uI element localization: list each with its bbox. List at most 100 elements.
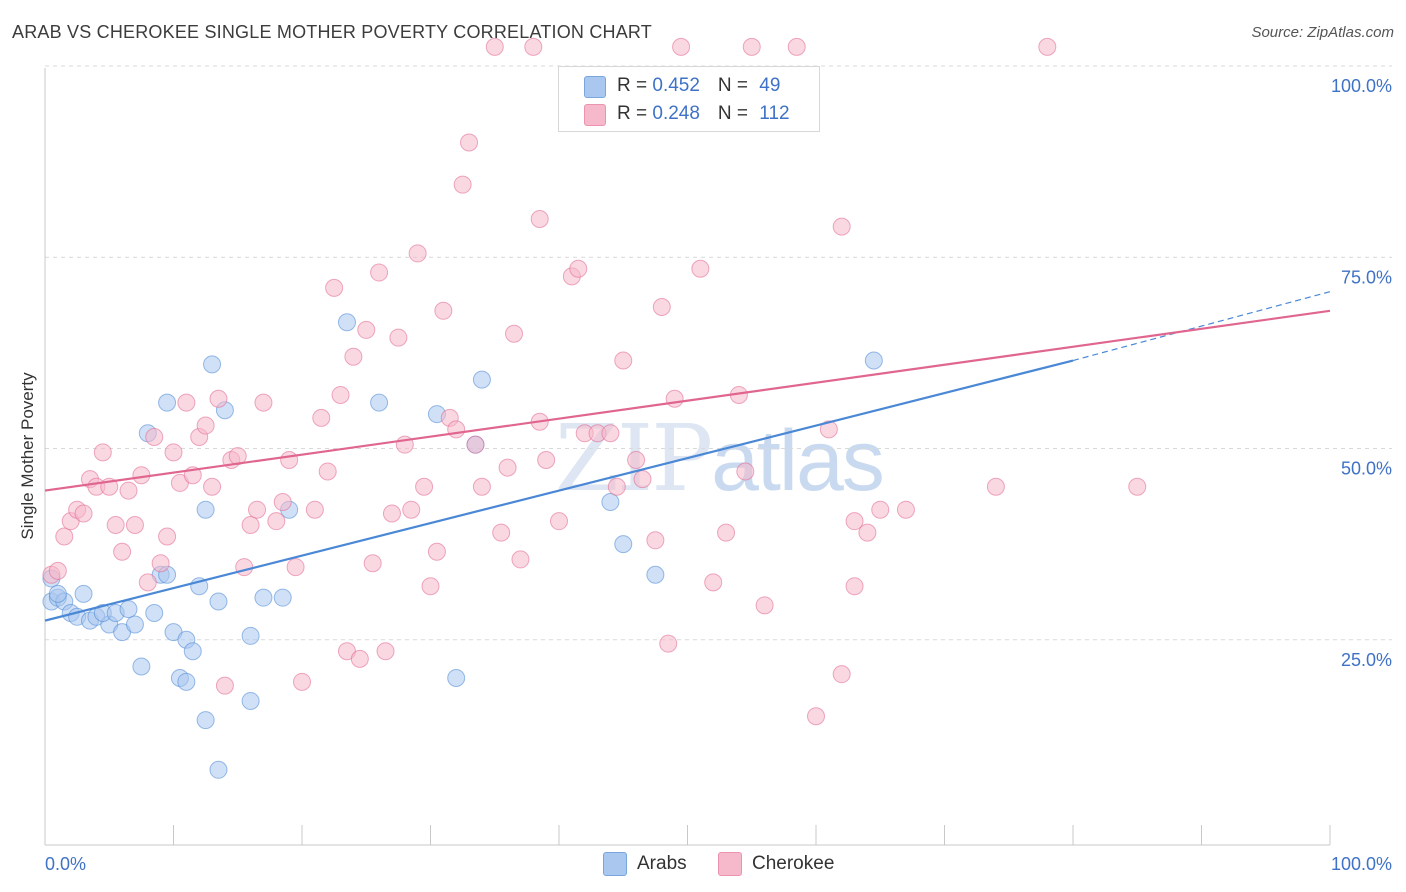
cherokee-point [659,634,678,653]
cherokee-point [511,550,530,569]
cherokee-point [819,420,838,439]
cherokee-point [807,707,825,726]
arabs-point [145,603,164,622]
cherokee-point [305,500,324,519]
arabs-point [337,313,356,332]
cherokee-point [350,649,369,668]
legend-item-arabs[interactable]: Arabs [603,852,687,876]
legend-row-arabs: R = 0.452 N = 49 [584,73,781,99]
cherokee-point [569,259,588,278]
cherokee-point [537,450,556,469]
arabs-point [254,588,273,607]
arabs-point [74,584,93,603]
correlation-legend: R = 0.452 N = 49 R = 0.248 N = 112 [558,66,820,132]
arabs-point [241,691,260,710]
arabs-point [119,600,138,619]
cherokee-point [48,561,67,580]
cherokee-point [312,408,331,427]
cherokee-point [145,428,164,447]
cherokee-trend-line [44,309,1331,492]
cherokee-point [601,424,620,443]
cherokee-point [633,470,652,489]
cherokee-point [742,37,761,56]
cherokee-point [209,389,228,408]
legend-r-value: 0.452 [652,75,700,96]
cherokee-point [254,393,273,412]
arabs-point [209,760,228,779]
cherokee-point [845,512,864,531]
cherokee-point [196,416,215,435]
cherokee-point [286,558,305,577]
tick-label-layer: 25.0% 50.0% 75.0% 100.0% 0.0% 100.0% [45,76,1392,874]
cherokee-point [498,458,517,477]
cherokee-point [704,573,723,592]
cherokee-point [177,393,196,412]
cherokee-point [717,523,736,542]
y-tick-label: 100.0% [1331,76,1392,96]
cherokee-point [151,554,170,573]
cherokee-point [986,477,1005,496]
cherokee-point [267,512,286,531]
cherokee-point [755,596,774,615]
arabs-point [177,672,196,691]
cherokee-point [331,385,350,404]
chart-title: ARAB VS CHEROKEE SINGLE MOTHER POVERTY C… [12,22,652,42]
grid-layer [45,65,1392,641]
arabs-point [472,370,491,389]
cherokee-point [138,573,157,592]
cherokee-point [415,477,434,496]
cherokee-point [472,477,491,496]
y-axis-label: Single Mother Poverty [18,372,37,540]
cherokee-point [235,558,254,577]
arabs-point [158,393,177,412]
cherokee-point [389,328,408,347]
legend-item-cherokee[interactable]: Cherokee [718,852,834,876]
cherokee-point [1038,37,1057,56]
legend-n-value: 49 [759,75,781,96]
arabs-point [196,711,215,730]
cherokee-point [1128,477,1147,496]
cherokee-point [74,504,93,523]
cherokee-point [845,577,864,596]
arabs-point [183,642,202,661]
cherokee-point [408,244,427,263]
x-tick-label: 100.0% [1331,854,1392,874]
legend-swatch-cherokee [718,852,742,876]
arabs-point [601,493,620,512]
cherokee-point [434,301,453,320]
cherokee-point [492,523,511,542]
cherokee-point [164,443,183,462]
cherokee-point [871,500,890,519]
cherokee-point [485,37,504,56]
arabs-point [447,669,466,687]
cherokee-point [427,542,446,561]
cherokee-point [466,435,485,454]
cherokee-point [665,389,684,408]
points-layer [42,37,1147,779]
cherokee-point [530,210,549,228]
cherokee-point [402,500,421,519]
cherokee-point [344,347,363,366]
cherokee-point [896,500,915,519]
cherokee-point [858,523,877,542]
cherokee-point [357,320,376,339]
cherokee-point [691,259,710,278]
cherokee-point [318,462,337,481]
cherokee-point [248,500,267,519]
arabs-point [614,535,633,554]
legend-n-label: N = [717,103,754,124]
y-tick-label: 75.0% [1341,267,1392,287]
cherokee-point [382,504,401,523]
legend-swatch-cherokee [584,104,606,126]
legend-label-cherokee: Cherokee [752,853,835,874]
cherokee-point [460,133,479,152]
legend-n-label: N = [717,75,754,96]
legend-label-arabs: Arabs [637,853,687,874]
cherokee-point [607,477,626,496]
cherokee-point [203,477,222,496]
cherokee-point [158,527,177,546]
cherokee-point [376,642,395,661]
chart-source: Source: ZipAtlas.com [1251,24,1394,41]
legend-r-label: R = [617,75,653,96]
